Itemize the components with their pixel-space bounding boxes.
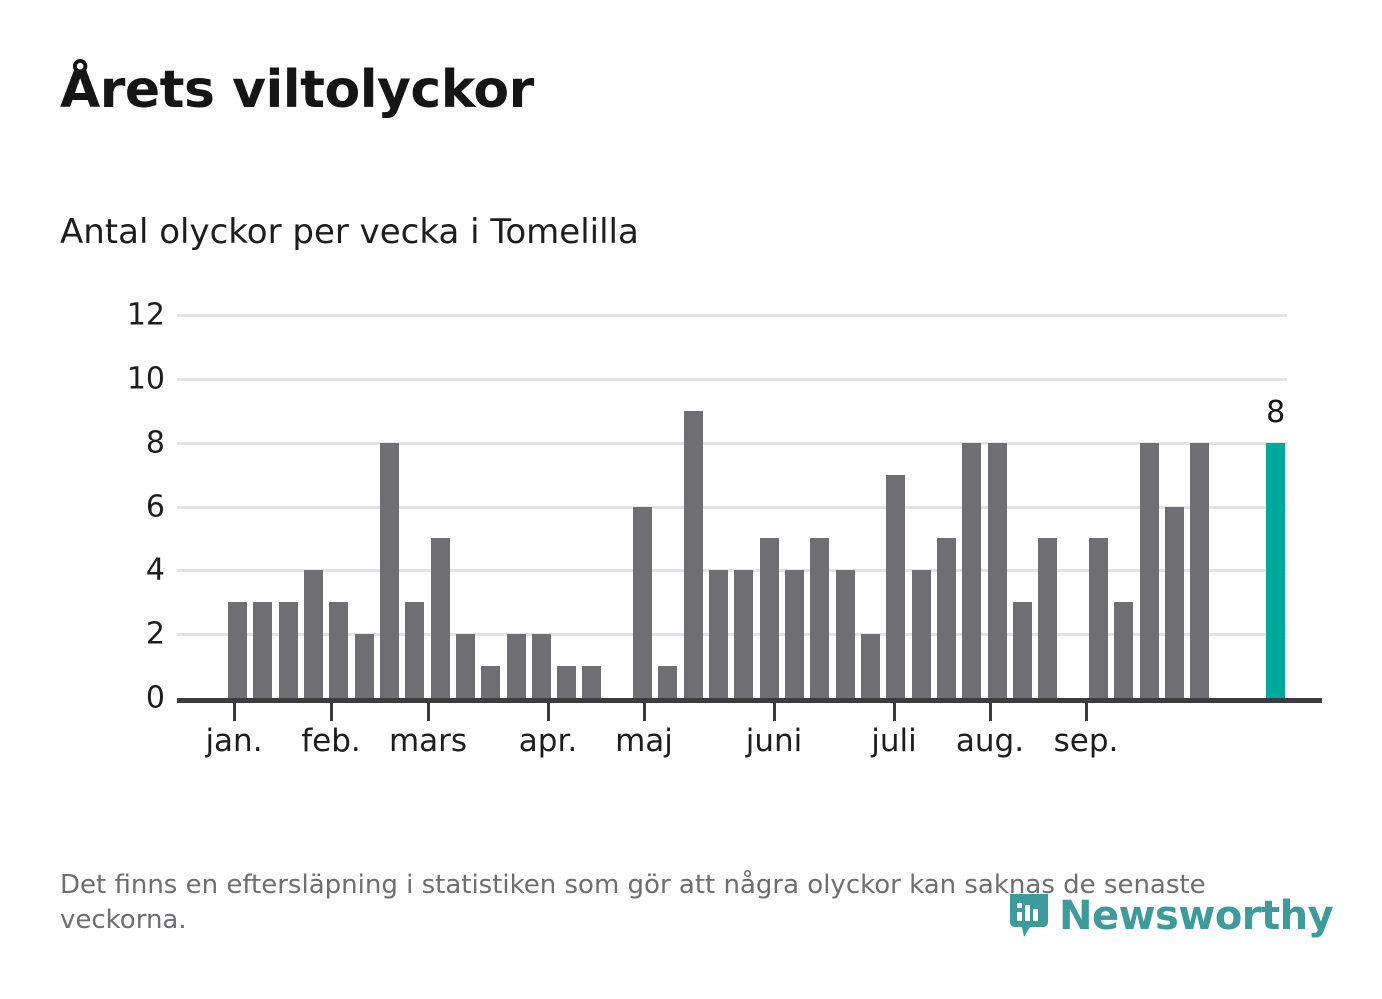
bar [658, 666, 678, 698]
bar [633, 506, 653, 698]
bar [1139, 442, 1159, 698]
x-axis-tick [643, 703, 646, 721]
y-axis-tick-label: 12 [126, 297, 165, 333]
logo-wordmark: Newsworthy [1059, 892, 1334, 939]
bar [886, 474, 906, 698]
bar [557, 666, 577, 698]
x-axis-tick-label: sep. [1053, 723, 1119, 759]
bar [810, 538, 830, 698]
chart-subtitle: Antal olyckor per vecka i Tomelilla [60, 212, 639, 252]
x-axis-tick [547, 703, 550, 721]
bar [379, 442, 399, 698]
bar [683, 410, 703, 698]
bar-value-label: 8 [1266, 394, 1286, 430]
x-axis-tick [773, 703, 776, 721]
x-axis-tick-label: aug. [955, 723, 1025, 759]
bar-series: 8 [177, 315, 1287, 698]
bar [709, 570, 729, 698]
bar [936, 538, 956, 698]
bar [785, 570, 805, 698]
y-axis-tick-label: 4 [145, 552, 165, 588]
gridline [177, 633, 1287, 637]
bar [1038, 538, 1058, 698]
bar [962, 442, 982, 698]
x-axis-tick [427, 703, 430, 721]
x-axis-tick [893, 703, 896, 721]
gridline [177, 314, 1287, 317]
bar [911, 570, 931, 698]
bar [278, 602, 298, 698]
bar [329, 602, 349, 698]
bar [1190, 442, 1210, 698]
bar [354, 634, 374, 698]
x-axis-tick [1085, 703, 1088, 721]
bar [734, 570, 754, 698]
bar [430, 538, 450, 698]
x-axis-tick-label: maj [615, 723, 673, 759]
newsworthy-logo: Newsworthy [1008, 892, 1334, 939]
bar [759, 538, 779, 698]
bar-chart-shield-icon [1008, 892, 1050, 939]
x-axis-tick [233, 703, 236, 721]
bar [303, 570, 323, 698]
bar [1088, 538, 1108, 698]
plot-area: 8 [177, 314, 1287, 698]
x-axis-tick-label: juli [871, 723, 917, 759]
bar [1114, 602, 1134, 698]
y-axis-tick-label: 0 [145, 680, 165, 716]
x-axis-tick-label: juni [745, 723, 803, 759]
x-axis-tick-label: apr. [518, 723, 578, 759]
gridline [177, 569, 1287, 573]
bar [481, 666, 501, 698]
y-axis-tick-label: 6 [145, 489, 165, 524]
y-axis-tick-label: 10 [126, 361, 165, 397]
gridline [177, 377, 1287, 381]
x-axis-line [177, 698, 1322, 703]
bar [405, 602, 425, 698]
bar [1266, 442, 1286, 698]
x-axis-tick-label: jan. [205, 723, 263, 759]
gridline [177, 505, 1287, 509]
bar [506, 634, 526, 698]
bar [228, 602, 247, 698]
y-axis-tick-label: 8 [145, 425, 165, 461]
x-axis-tick-label: mars [388, 723, 468, 759]
bar [582, 666, 602, 698]
bar [835, 570, 855, 698]
bar [455, 634, 475, 698]
bar [987, 442, 1007, 698]
y-axis-tick-label: 2 [145, 616, 165, 652]
bar-chart: 0 2 4 6 8 10 12 8 jan. feb. mars apr. maj juni juli a… [60, 295, 1322, 759]
bar [253, 602, 273, 698]
x-axis-tick [330, 703, 333, 721]
bar [531, 634, 551, 698]
gridline [177, 441, 1287, 445]
x-axis-tick-label: feb. [301, 723, 361, 759]
bar [1012, 602, 1032, 698]
page-title: Årets viltolyckor [60, 60, 534, 120]
x-axis-tick [989, 703, 992, 721]
bar [861, 634, 880, 698]
bar [1164, 506, 1184, 698]
